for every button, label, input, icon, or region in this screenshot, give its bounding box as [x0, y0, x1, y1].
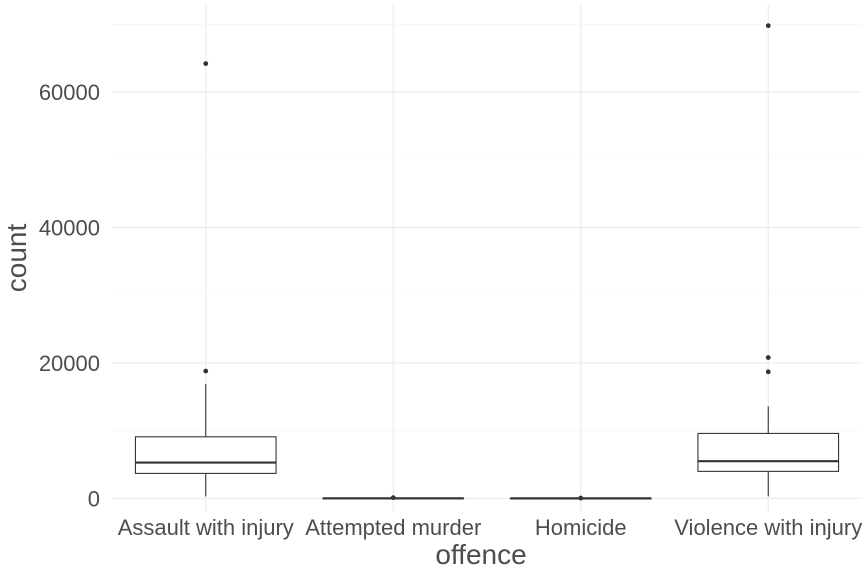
x-tick-label: Homicide [535, 515, 627, 540]
outlier-point [578, 495, 584, 501]
x-axis-title: offence [435, 539, 526, 570]
outlier-point [390, 495, 396, 501]
x-tick-label: Assault with injury [118, 515, 294, 540]
x-tick-label: Violence with injury [674, 515, 862, 540]
box-body [134, 436, 277, 474]
y-tick-label: 20000 [39, 351, 100, 376]
box-homicide [509, 495, 652, 501]
outlier-point [203, 61, 209, 67]
y-axis-ticks: 0 20000 40000 60000 [39, 80, 100, 511]
y-tick-label: 60000 [39, 80, 100, 105]
outlier-point [765, 23, 771, 29]
box-assault-with-injury [134, 61, 277, 497]
x-axis-ticks: Assault with injury Attempted murder Homic… [118, 515, 863, 540]
y-tick-label: 0 [88, 486, 100, 511]
box-body [697, 432, 840, 472]
outlier-point [203, 368, 209, 374]
box-attempted-murder [322, 495, 465, 501]
boxes [134, 23, 840, 501]
y-axis-title: count [1, 224, 32, 293]
box-violence-with-injury [697, 23, 840, 497]
grid [112, 4, 862, 512]
outlier-point [765, 355, 771, 360]
outlier-point [765, 369, 771, 375]
y-tick-label: 40000 [39, 216, 100, 241]
x-tick-label: Attempted murder [305, 515, 481, 540]
